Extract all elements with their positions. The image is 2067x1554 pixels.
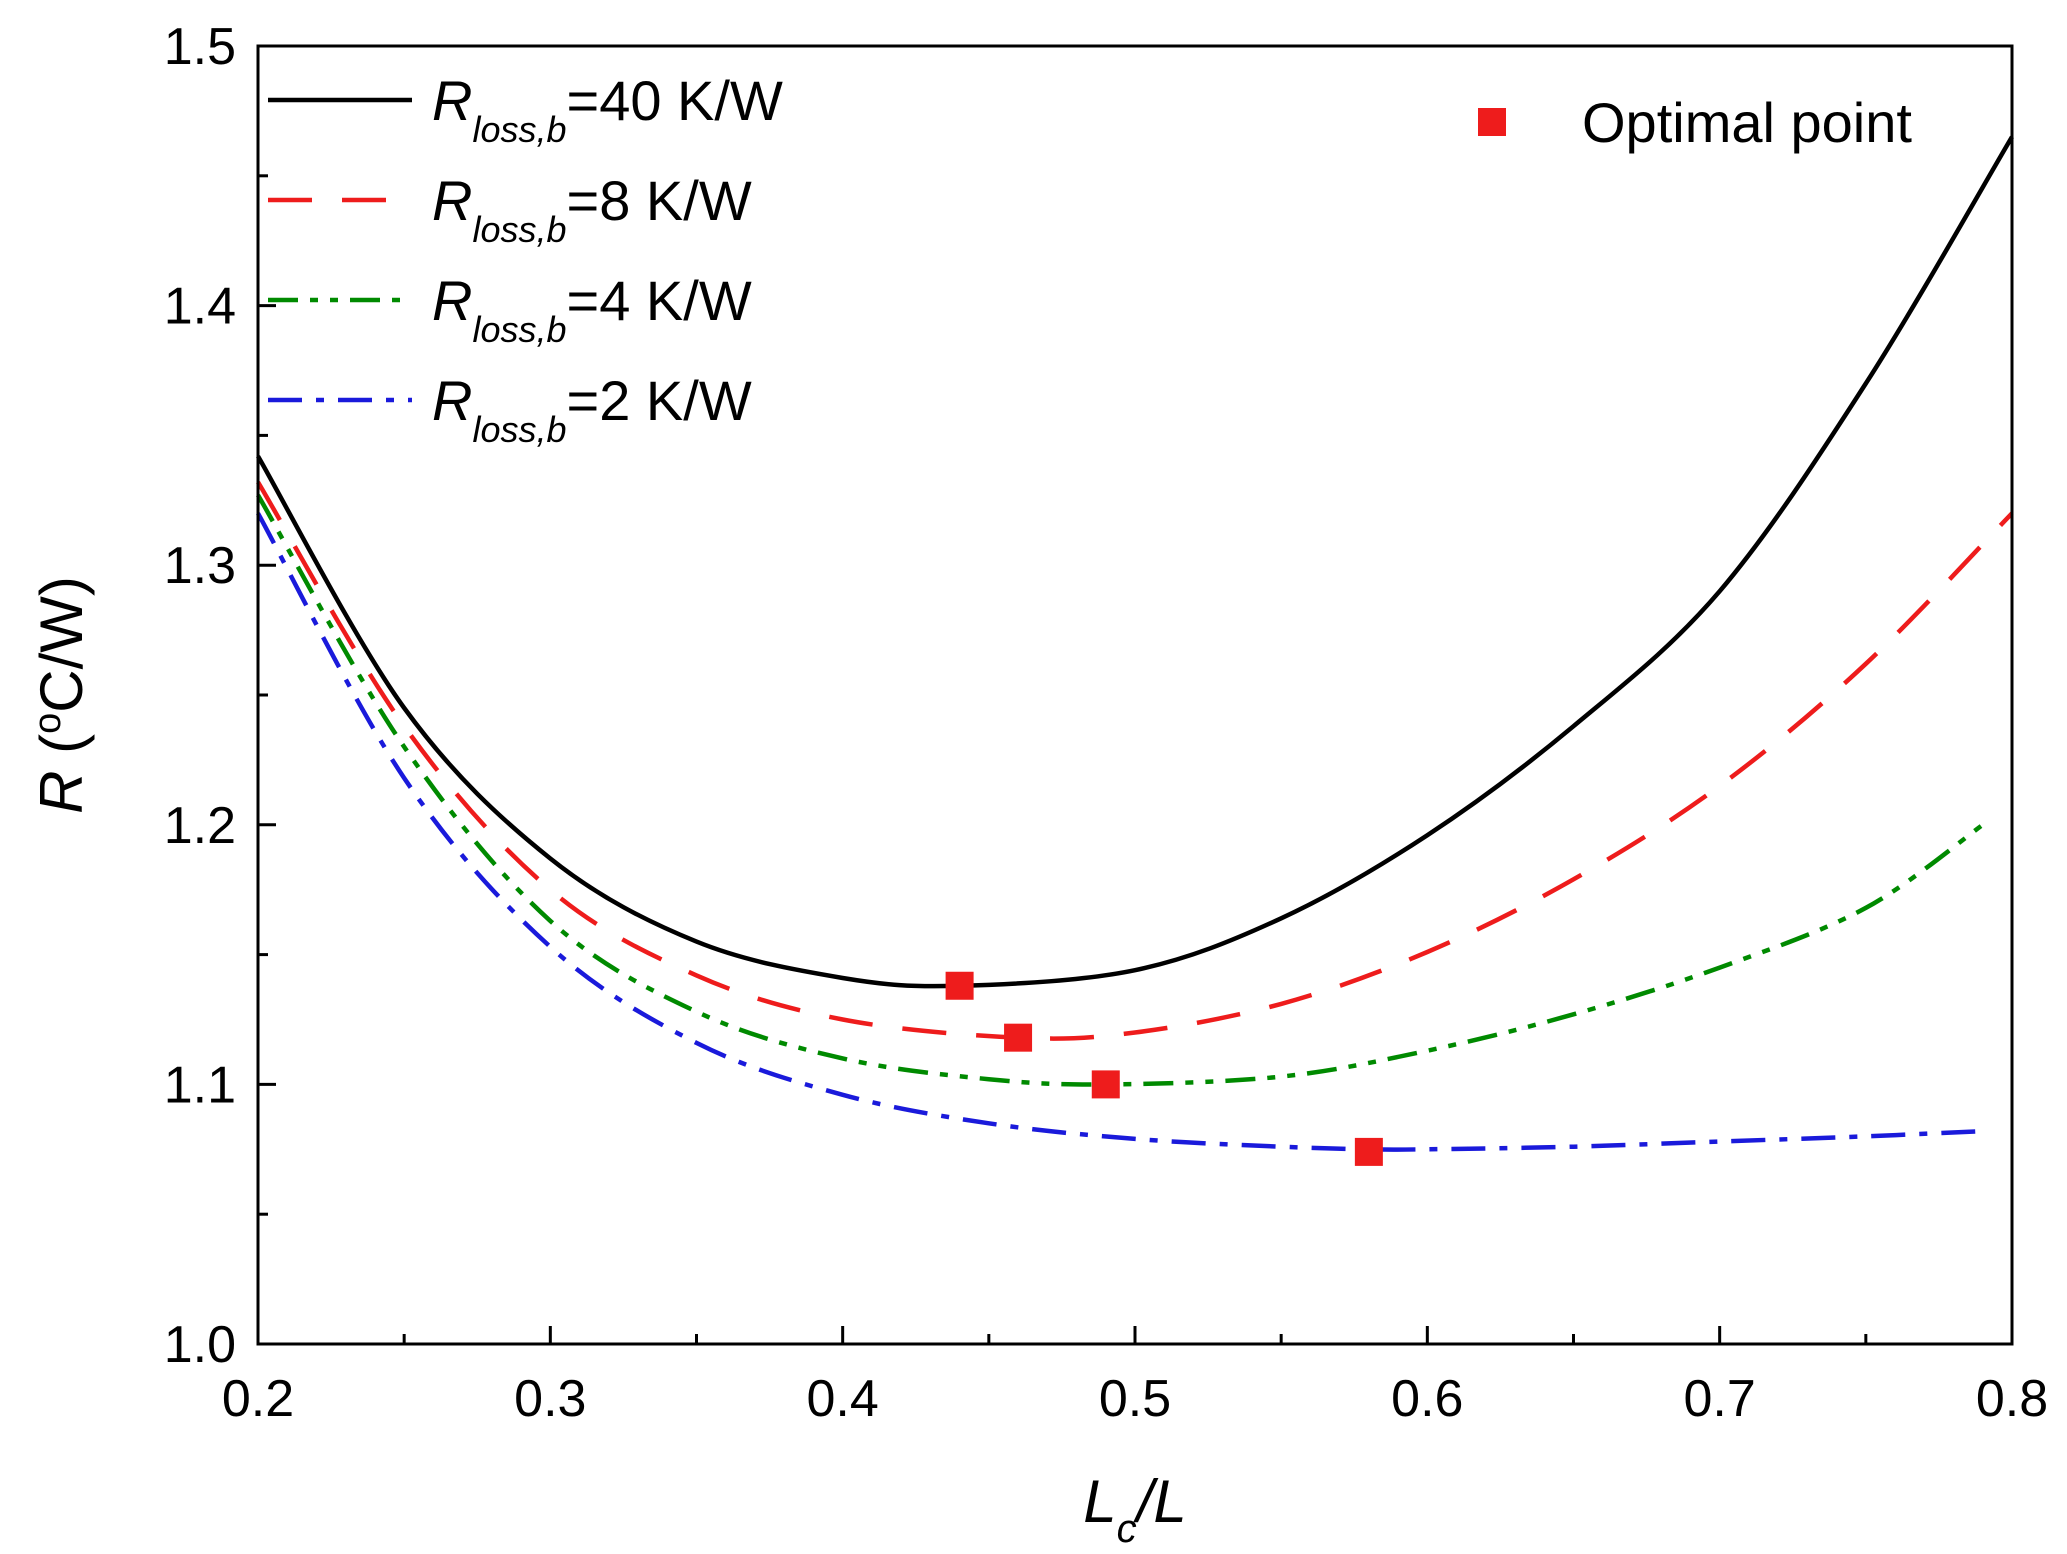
y-tick-label: 1.2 bbox=[164, 797, 236, 855]
series-line-1 bbox=[256, 135, 2014, 989]
x-tick-label: 0.6 bbox=[1391, 1370, 1463, 1428]
x-axis-label-sub: c bbox=[1117, 1507, 1137, 1551]
y-tick-label: 1.0 bbox=[164, 1316, 236, 1374]
x-tick-label: 0.5 bbox=[1099, 1370, 1171, 1428]
legend-label-sub: loss,b bbox=[472, 309, 566, 350]
series-line-3 bbox=[256, 493, 1985, 1087]
y-tick-label: 1.3 bbox=[164, 537, 236, 595]
optimal-point-marker bbox=[1091, 1070, 1120, 1099]
legend-label-tail: =4 K/W bbox=[567, 269, 752, 332]
legend-label-main: R bbox=[432, 169, 472, 232]
legend-label-main: R bbox=[432, 269, 472, 332]
series-layer bbox=[256, 135, 2014, 1152]
legend-label-main: R bbox=[432, 69, 472, 132]
legend-label-1: Rloss,b=40 K/W bbox=[432, 69, 783, 150]
legend-label-main: R bbox=[432, 369, 472, 432]
x-axis-label-main: L bbox=[1083, 1468, 1116, 1535]
y-tick-label: 1.5 bbox=[164, 18, 236, 76]
y-axis-label: R (oC/W) bbox=[27, 576, 95, 814]
optimal-point-marker bbox=[945, 971, 974, 1000]
legend-label-sub: loss,b bbox=[472, 409, 566, 450]
y-axis-label-sup: o bbox=[27, 713, 69, 734]
legend-label-tail: =40 K/W bbox=[567, 69, 783, 132]
legend-optimal-marker bbox=[1478, 108, 1506, 136]
y-axis-label-main: R bbox=[28, 771, 95, 814]
legend-label-sub: loss,b bbox=[472, 209, 566, 250]
legend-label-2: Rloss,b=8 K/W bbox=[432, 169, 752, 250]
y-axis-label-tail: C/W) bbox=[28, 576, 95, 713]
legend-label-tail: =8 K/W bbox=[567, 169, 752, 232]
tick-labels: 0.2 0.3 0.4 0.5 0.6 0.7 0.8 1.0 1.1 1.2 1.3 1.4 1.5 bbox=[164, 18, 2048, 1428]
x-axis-label-tail: /L bbox=[1133, 1468, 1187, 1535]
y-tick-label: 1.4 bbox=[164, 278, 236, 336]
y-axis-label-open: ( bbox=[28, 734, 95, 771]
series-line-2 bbox=[256, 480, 2014, 1041]
legend-optimal: Optimal point bbox=[1478, 91, 1912, 154]
optimal-point-marker bbox=[1004, 1023, 1033, 1052]
optimal-markers bbox=[945, 971, 1383, 1166]
legend-label-sub: loss,b bbox=[472, 109, 566, 150]
plot-frame bbox=[256, 44, 2014, 1346]
legend-label-tail: =2 K/W bbox=[567, 369, 752, 432]
x-tick-label: 0.2 bbox=[222, 1370, 294, 1428]
x-tick-label: 0.4 bbox=[807, 1370, 879, 1428]
legend-label-3: Rloss,b=4 K/W bbox=[432, 269, 752, 350]
x-tick-label: 0.8 bbox=[1976, 1370, 2048, 1428]
x-axis-label: Lc/L bbox=[1083, 1468, 1186, 1551]
x-tick-label: 0.7 bbox=[1684, 1370, 1756, 1428]
series-line-4 bbox=[256, 512, 1983, 1152]
optimal-point-marker bbox=[1354, 1137, 1383, 1166]
x-tick-label: 0.3 bbox=[514, 1370, 586, 1428]
legend-optimal-label: Optimal point bbox=[1582, 91, 1912, 154]
legend-label-4: Rloss,b=2 K/W bbox=[432, 369, 752, 450]
y-tick-label: 1.1 bbox=[164, 1056, 236, 1114]
